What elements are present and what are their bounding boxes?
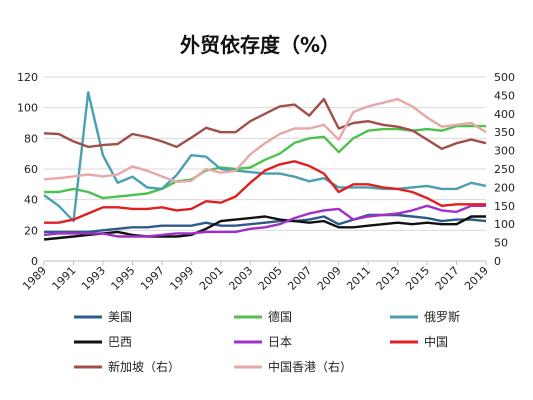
series-line-3 xyxy=(43,215,486,241)
x-tick-label: 2019 xyxy=(462,264,491,293)
y-left-tick-label: 60 xyxy=(24,163,38,176)
y-left-tick-label: 100 xyxy=(17,102,38,115)
legend-label-7: 中国香港（右） xyxy=(268,359,352,374)
y-right-tick-label: 250 xyxy=(494,163,515,176)
series-lines xyxy=(43,91,487,241)
series-line-6 xyxy=(43,97,487,151)
x-tick-label: 2013 xyxy=(374,264,403,293)
y-right-tick-label: 400 xyxy=(494,108,515,121)
x-tick-label: 1989 xyxy=(20,264,49,293)
x-tick-label: 1995 xyxy=(109,264,138,293)
x-tick-label: 1999 xyxy=(167,264,196,293)
legend-label-4: 日本 xyxy=(268,335,292,349)
legend-label-1: 德国 xyxy=(268,309,292,324)
x-tick-label: 2015 xyxy=(403,264,432,293)
y-right-tick-label: 50 xyxy=(494,237,508,250)
series-line-0 xyxy=(44,213,487,234)
x-tick-label: 2003 xyxy=(226,264,255,293)
y-right-tick-label: 500 xyxy=(494,71,515,84)
x-tick-label: 2007 xyxy=(285,264,314,293)
y-right-tick-label: 350 xyxy=(494,126,515,139)
y-right-tick-label: 100 xyxy=(494,218,515,231)
series-line-4 xyxy=(43,204,486,238)
legend-label-5: 中国 xyxy=(424,334,448,349)
x-tick-label: 2017 xyxy=(433,264,462,293)
legend-label-0: 美国 xyxy=(108,310,132,324)
x-tick-label: 2005 xyxy=(256,264,285,293)
x-tick-label: 1991 xyxy=(50,264,79,293)
series-line-5 xyxy=(44,160,486,224)
y-left-tick-label: 80 xyxy=(24,132,38,145)
y-left-tick-label: 0 xyxy=(31,255,38,268)
y-left-tick-label: 20 xyxy=(24,224,38,237)
x-tick-label: 1997 xyxy=(138,264,167,293)
legend-label-2: 俄罗斯 xyxy=(424,310,460,324)
x-tick-label: 2011 xyxy=(344,264,373,293)
y-right-tick-label: 0 xyxy=(494,255,501,268)
y-left-tick-label: 40 xyxy=(24,194,38,207)
x-tick-label: 1993 xyxy=(79,264,108,293)
series-line-2 xyxy=(43,91,487,223)
legend-label-6: 新加坡（右） xyxy=(108,359,180,374)
series-line-7 xyxy=(43,97,487,184)
chart-title: 外贸依存度（%） xyxy=(180,33,340,57)
x-tick-label: 2001 xyxy=(197,264,226,293)
y-right-tick-label: 150 xyxy=(494,200,515,213)
x-tick-label: 2009 xyxy=(315,264,344,293)
grid-lines xyxy=(44,76,486,262)
y-right-tick-label: 200 xyxy=(494,181,515,194)
y-right-tick-label: 450 xyxy=(494,89,515,102)
y-right-tick-label: 300 xyxy=(494,145,515,158)
legend-label-3: 巴西 xyxy=(108,335,132,349)
y-left-tick-label: 120 xyxy=(17,71,38,84)
